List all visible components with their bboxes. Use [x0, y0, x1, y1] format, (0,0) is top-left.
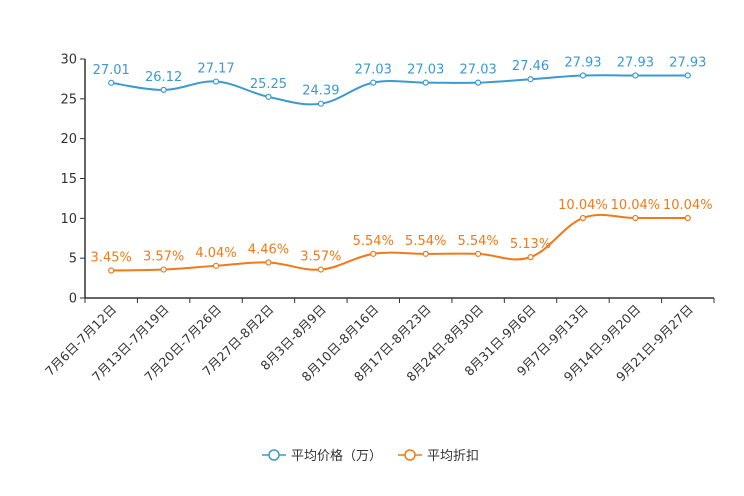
- data-point[interactable]: [108, 267, 115, 274]
- series-1: 27.01 26.12 27.17 25.25 24.39 27.03 27.03 27.03…: [93, 55, 706, 107]
- data-label: 27.17: [197, 62, 234, 77]
- data-point[interactable]: [422, 250, 429, 257]
- y-tick-label: 5: [69, 252, 77, 267]
- y-tick-label: 25: [60, 92, 77, 107]
- data-label: 10.04%: [611, 198, 661, 213]
- y-tick-label: 15: [60, 172, 77, 187]
- series-2: 3.45% 3.57% 4.04% 4.46% 3.57% 5.54% 5.54% 5.54%…: [91, 198, 713, 274]
- legend-item-1[interactable]: 平均价格（万）: [262, 448, 382, 464]
- legend: 平均价格（万） 平均折扣: [262, 448, 479, 464]
- data-point[interactable]: [317, 266, 324, 273]
- axes: 0510152025307月6日-7月12日7月13日-7月19日7月20日-7…: [42, 53, 715, 384]
- data-point[interactable]: [579, 214, 587, 222]
- data-point[interactable]: [527, 254, 534, 261]
- data-point[interactable]: [160, 86, 167, 94]
- series-layer: 27.01 26.12 27.17 25.25 24.39 27.03 27.03 27.03…: [91, 55, 713, 274]
- data-point[interactable]: [212, 262, 220, 269]
- data-point[interactable]: [160, 266, 167, 273]
- data-label: 27.93: [617, 55, 654, 70]
- legend-marker-icon: [268, 449, 280, 461]
- y-tick-label: 0: [69, 292, 77, 307]
- data-label: 27.03: [407, 63, 444, 78]
- data-label: 3.57%: [143, 250, 184, 265]
- series-line: [111, 74, 688, 106]
- series-line: [111, 213, 688, 272]
- legend-marker-icon: [404, 449, 416, 461]
- legend-item-2[interactable]: 平均折扣: [398, 449, 479, 464]
- data-label: 24.39: [302, 84, 339, 99]
- data-point[interactable]: [684, 72, 691, 79]
- data-label: 27.03: [355, 63, 392, 78]
- data-label: 3.45%: [91, 251, 132, 266]
- data-point[interactable]: [265, 259, 272, 266]
- data-label: 27.46: [512, 59, 549, 74]
- data-label: 4.46%: [248, 242, 289, 257]
- data-label: 26.12: [145, 70, 182, 85]
- data-label: 5.54%: [353, 234, 394, 249]
- data-label: 3.57%: [300, 250, 341, 265]
- data-point[interactable]: [317, 100, 324, 107]
- y-tick-label: 30: [60, 53, 77, 68]
- data-point[interactable]: [632, 214, 639, 222]
- data-point[interactable]: [212, 78, 220, 85]
- data-point[interactable]: [579, 72, 587, 79]
- data-point[interactable]: [265, 93, 272, 100]
- data-point[interactable]: [475, 250, 482, 257]
- data-point[interactable]: [475, 79, 482, 86]
- data-point[interactable]: [422, 79, 429, 86]
- legend-label: 平均折扣: [427, 449, 479, 464]
- data-point[interactable]: [370, 250, 377, 257]
- data-label: 4.04%: [195, 246, 236, 261]
- data-label: 25.25: [250, 77, 287, 92]
- data-label: 5.54%: [457, 234, 498, 249]
- data-label: 10.04%: [663, 198, 713, 213]
- data-label: 27.03: [460, 63, 497, 78]
- data-point[interactable]: [632, 72, 639, 79]
- data-label: 27.93: [564, 55, 601, 70]
- data-point[interactable]: [370, 79, 377, 86]
- data-label: 27.01: [93, 63, 130, 78]
- data-label: 10.04%: [558, 198, 608, 213]
- data-point[interactable]: [527, 76, 534, 83]
- data-label: 5.13%: [510, 237, 551, 252]
- data-label: 27.93: [669, 55, 706, 70]
- y-tick-label: 10: [60, 212, 77, 227]
- data-point[interactable]: [684, 214, 691, 222]
- y-tick-label: 20: [60, 132, 77, 147]
- data-point[interactable]: [108, 79, 115, 86]
- legend-label: 平均价格（万）: [291, 448, 382, 464]
- data-label: 5.54%: [405, 234, 446, 249]
